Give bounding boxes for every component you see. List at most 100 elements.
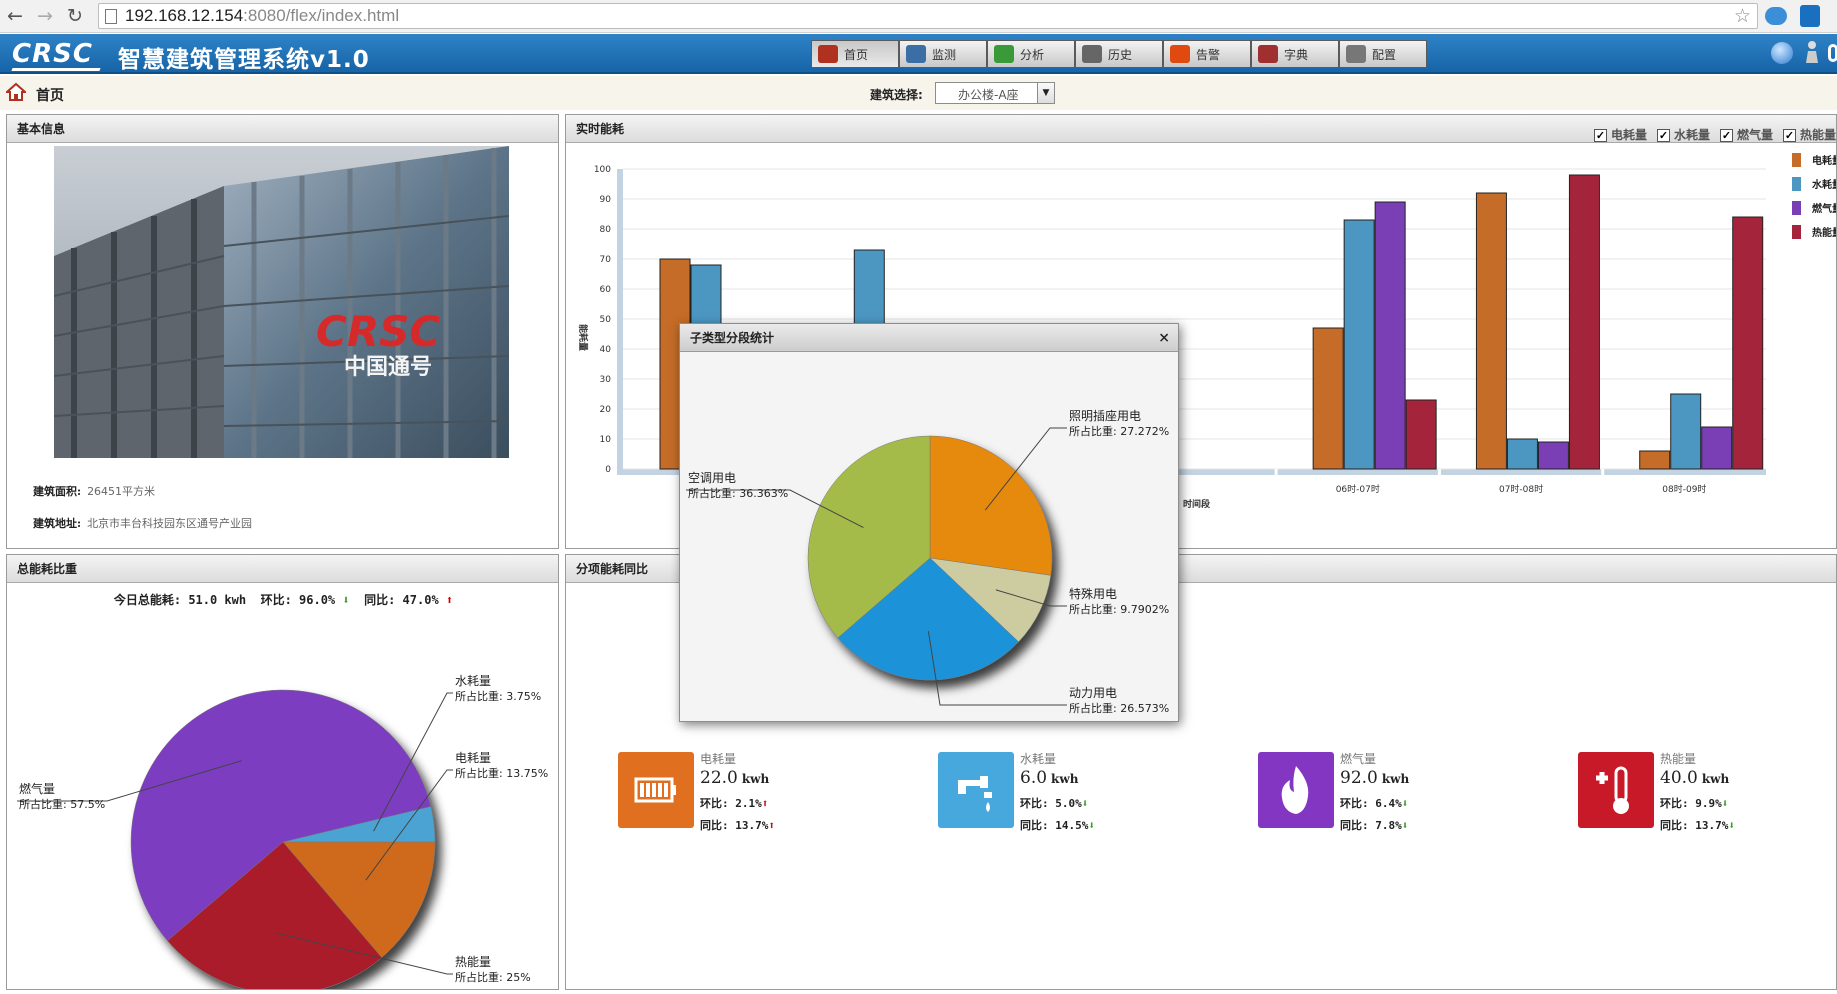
checkbox[interactable]: ✓ xyxy=(1719,128,1733,142)
nav-item-4[interactable]: 告警 xyxy=(1163,40,1251,68)
arrow-down-icon: ⬇ xyxy=(1088,819,1095,832)
legend-swatch xyxy=(1792,225,1801,239)
kpi-card: 水耗量 6.0 kwh 环比: 5.0%⬇ 同比: 14.5%⬇ xyxy=(938,752,1238,832)
kpi-value: 6.0 kwh xyxy=(1020,768,1079,788)
subtype-pct-1: 所占比重: 9.7902% xyxy=(1069,602,1169,616)
total-energy-title: 总能耗比重 xyxy=(7,555,558,583)
pie-slice-1 xyxy=(167,841,383,989)
subtype-label-2: 动力用电 xyxy=(1069,686,1117,700)
home-icon xyxy=(818,45,838,63)
subtype-dialog[interactable]: 子类型分段统计 × 照明插座用电 所占比重: 27.272% 特殊用电 所占比重: 9… xyxy=(679,323,1179,722)
browser-toolbar: ← → ↻ 192.168.12.154:8080/flex/index.htm… xyxy=(0,0,1837,33)
back-icon[interactable]: ← xyxy=(7,5,23,27)
y-tick-label: 30 xyxy=(600,375,612,385)
url-text[interactable]: 192.168.12.154:8080/flex/index.html xyxy=(125,6,400,25)
history-icon xyxy=(1082,45,1102,63)
building-photo: CRSC 中国通号 xyxy=(54,146,509,458)
close-icon[interactable]: × xyxy=(1158,330,1170,346)
building-select-value: 办公楼-A座 xyxy=(958,88,1019,102)
chevron-down-icon[interactable]: ▼ xyxy=(1037,83,1054,103)
nav-item-label: 配置 xyxy=(1372,47,1397,62)
page-icon xyxy=(105,9,117,24)
nav-item-3[interactable]: 历史 xyxy=(1075,40,1163,68)
series-toggle-label: 电耗量 xyxy=(1610,128,1647,142)
kpi-label: 燃气量 xyxy=(1340,752,1377,766)
cloud-extension-icon[interactable] xyxy=(1765,7,1787,25)
pie-slice-3 xyxy=(282,806,436,843)
bar-2-4 xyxy=(1374,201,1406,470)
user-icon[interactable] xyxy=(1805,40,1819,64)
nav-item-label: 监测 xyxy=(932,47,957,62)
bar-0-6 xyxy=(1639,450,1671,470)
nav-item-0[interactable]: 首页 xyxy=(811,40,899,68)
total-energy-panel: 总能耗比重 今日总能耗: 51.0 kwh 环比: 96.0% ⬇ 同比: 47… xyxy=(6,554,559,990)
series-toggle-2[interactable]: ✓ 燃气量 xyxy=(1719,121,1773,149)
bar-2-6 xyxy=(1701,426,1733,470)
leader-line xyxy=(686,489,864,529)
faucet-icon xyxy=(938,752,1014,828)
bar-3-4 xyxy=(1405,399,1437,470)
breadcrumb: 首页 建筑选择: 办公楼-A座 ▼ xyxy=(0,76,1837,110)
y-axis-label: 能耗量 xyxy=(577,324,589,351)
analysis-icon xyxy=(994,45,1014,63)
kpi-yoy: 同比: 7.8%⬇ xyxy=(1340,819,1409,832)
y-tick-label: 70 xyxy=(600,255,612,265)
realtime-title: 实时能耗 ✓ 电耗量 ✓ 水耗量 ✓ 燃气量 ✓ 热能量 xyxy=(566,115,1836,143)
nav-item-label: 字典 xyxy=(1284,47,1309,62)
kpi-label: 热能量 xyxy=(1660,752,1697,766)
series-toggles: ✓ 电耗量 ✓ 水耗量 ✓ 燃气量 ✓ 热能量 xyxy=(1584,121,1836,149)
total-label-2: 燃气量 xyxy=(19,781,55,796)
kpi-card: 燃气量 92.0 kwh 环比: 6.4%⬇ 同比: 7.8%⬇ xyxy=(1258,752,1558,832)
thermometer-icon xyxy=(1578,752,1654,828)
today-summary: 今日总能耗: 51.0 kwh 环比: 96.0% ⬇ 同比: 47.0% ⬆ xyxy=(113,593,454,607)
nav-item-5[interactable]: 字典 xyxy=(1251,40,1339,68)
dialog-header[interactable]: 子类型分段统计 × xyxy=(680,324,1178,352)
kpi-mom: 环比: 2.1%⬆ xyxy=(700,797,769,810)
building-address: 建筑地址: 北京市丰台科技园东区通号产业园 xyxy=(33,517,253,530)
series-toggle-0[interactable]: ✓ 电耗量 xyxy=(1593,121,1647,149)
power-icon[interactable] xyxy=(1828,44,1837,62)
y-tick-label: 0 xyxy=(605,465,611,475)
legend-label: 燃气量 xyxy=(1812,202,1836,215)
bar-2-5 xyxy=(1537,441,1569,470)
breadcrumb-home[interactable]: 首页 xyxy=(36,88,64,104)
total-pct-3: 所占比重: 3.75% xyxy=(455,689,541,703)
bookmark-star-icon[interactable]: ☆ xyxy=(1733,5,1751,27)
subtype-label-3: 空调用电 xyxy=(688,471,736,485)
kpi-mom: 环比: 5.0%⬇ xyxy=(1020,797,1089,810)
basic-info-panel: 基本信息 CRSC 中国通号 建筑面积: 26451平方米 建筑地址: 北京市丰台科… xyxy=(6,114,559,549)
checkbox[interactable]: ✓ xyxy=(1782,128,1796,142)
building-select-label: 建筑选择: xyxy=(870,88,923,102)
kpi-value: 22.0 kwh xyxy=(700,768,770,788)
nav-item-6[interactable]: 配置 xyxy=(1339,40,1427,68)
reload-icon[interactable]: ↻ xyxy=(67,5,83,27)
series-toggle-1[interactable]: ✓ 水耗量 xyxy=(1656,121,1710,149)
address-bar[interactable]: 192.168.12.154:8080/flex/index.html ☆ xyxy=(98,3,1758,29)
nav-item-1[interactable]: 监测 xyxy=(899,40,987,68)
checkbox[interactable]: ✓ xyxy=(1593,128,1607,142)
home-icon[interactable] xyxy=(6,82,26,102)
subtype-label-1: 特殊用电 xyxy=(1069,586,1117,601)
series-toggle-label: 燃气量 xyxy=(1736,128,1773,142)
globe-icon[interactable] xyxy=(1771,42,1793,64)
kpi-mom: 环比: 6.4%⬇ xyxy=(1340,797,1409,810)
forward-icon[interactable]: → xyxy=(37,5,53,27)
series-toggle-3[interactable]: ✓ 热能量 xyxy=(1782,121,1836,149)
nav-item-label: 分析 xyxy=(1020,47,1045,62)
building-select[interactable]: 办公楼-A座 ▼ xyxy=(935,82,1055,104)
subtype-pct-0: 所占比重: 27.272% xyxy=(1069,424,1169,438)
total-label-3: 水耗量 xyxy=(455,674,491,688)
legend-swatch xyxy=(1792,153,1801,167)
y-tick-label: 90 xyxy=(600,195,612,205)
checkbox[interactable]: ✓ xyxy=(1656,128,1670,142)
legend-swatch xyxy=(1792,201,1801,215)
svg-text:CRSC: CRSC xyxy=(316,307,440,356)
app-header: CRSC 智慧建筑管理系统v1.0 首页 监测 分析 历史 告警 字典 配置 xyxy=(0,34,1837,74)
nav-item-2[interactable]: 分析 xyxy=(987,40,1075,68)
extension-icon[interactable] xyxy=(1800,5,1820,27)
bar-0-5 xyxy=(1475,192,1507,470)
y-tick-label: 50 xyxy=(600,315,612,325)
subtype-pct-2: 所占比重: 26.573% xyxy=(1069,701,1169,715)
logo: CRSC xyxy=(11,39,101,71)
